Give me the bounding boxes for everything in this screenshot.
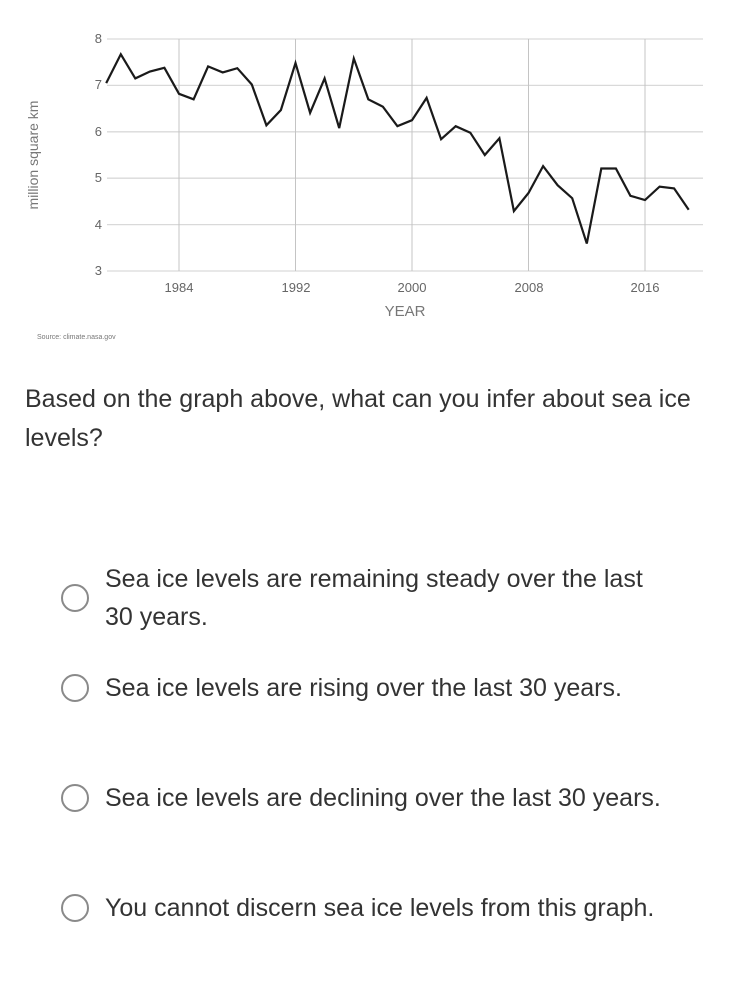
radio-button-icon[interactable] <box>61 584 89 612</box>
x-tick-2000: 2000 <box>397 280 427 295</box>
answer-option-label: Sea ice levels are remaining steady over… <box>105 565 643 631</box>
y-tick-8: 8 <box>94 31 102 46</box>
answer-option-declining[interactable]: Sea ice levels are declining over the la… <box>61 779 701 817</box>
answer-option-cannot-discern[interactable]: You cannot discern sea ice levels from t… <box>61 889 701 927</box>
x-tick-1984: 1984 <box>164 280 194 295</box>
chart-source: Source: climate.nasa.gov <box>37 334 116 341</box>
answer-option-label: Sea ice levels are declining over the la… <box>105 784 661 812</box>
radio-button-icon[interactable] <box>61 894 89 922</box>
sea-ice-data-line <box>105 52 690 244</box>
x-axis-label: YEAR <box>384 303 426 320</box>
question-text: Based on the graph above, what can you i… <box>25 385 691 452</box>
y-tick-5: 5 <box>94 170 102 185</box>
sea-ice-chart: million square km 8 7 6 5 4 3 1984 1992 … <box>0 0 731 350</box>
x-tick-1992: 1992 <box>281 280 311 295</box>
radio-button-icon[interactable] <box>61 784 89 812</box>
line-chart-plot <box>105 38 703 272</box>
y-axis-label: million square km <box>25 100 41 210</box>
x-tick-2016: 2016 <box>630 280 660 295</box>
answer-option-label: You cannot discern sea ice levels from t… <box>105 894 655 922</box>
y-tick-4: 4 <box>94 217 102 232</box>
answer-option-label: Sea ice levels are rising over the last … <box>105 674 622 702</box>
y-tick-7: 7 <box>94 77 102 92</box>
answer-option-steady[interactable]: Sea ice levels are remaining steady over… <box>61 560 701 636</box>
y-tick-6: 6 <box>94 124 102 139</box>
x-tick-2008: 2008 <box>514 280 544 295</box>
answer-option-rising[interactable]: Sea ice levels are rising over the last … <box>61 669 701 707</box>
radio-button-icon[interactable] <box>61 674 89 702</box>
y-tick-3: 3 <box>94 263 102 278</box>
